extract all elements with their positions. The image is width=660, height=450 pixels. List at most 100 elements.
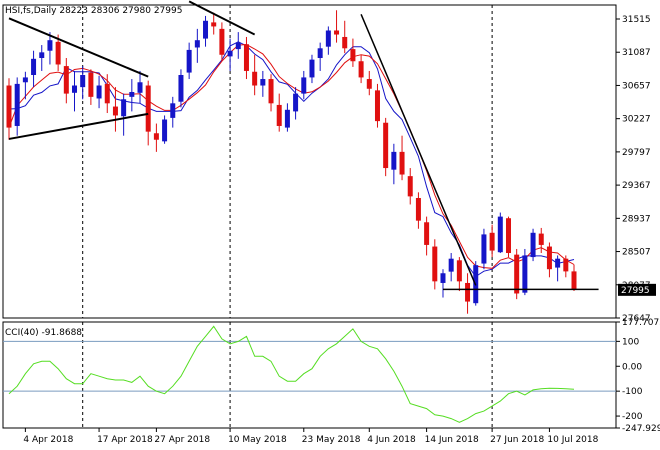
candle-body (555, 258, 561, 268)
price-tick-label: 29367 (622, 181, 651, 191)
date-tick-label: 10 May 2018 (228, 435, 287, 445)
cci-tick-label: 177.7073 (622, 318, 660, 328)
candle-body (424, 222, 430, 245)
candle-body (186, 49, 192, 73)
candle-body (88, 72, 94, 97)
candle-body (309, 59, 315, 78)
candle-body (366, 79, 372, 89)
cci-tick-label: 100 (622, 337, 639, 347)
candle-body (47, 40, 53, 51)
candle-body (522, 255, 528, 293)
price-tick-label: 29797 (622, 148, 651, 158)
candle-body (301, 77, 307, 94)
candle-body (153, 133, 159, 140)
price-tick-label: 30227 (622, 115, 651, 125)
candle-body (538, 233, 544, 245)
candle-body (22, 77, 28, 83)
candle-body (55, 41, 61, 65)
triangle-upper-trend-line (8, 17, 149, 78)
date-tick-label: 23 May 2018 (302, 435, 361, 445)
candle-body (72, 85, 78, 93)
price-tick-label: 28937 (622, 214, 651, 224)
cci-tick-label: 0.00 (622, 362, 642, 372)
candle-body (530, 232, 536, 258)
candle-body (162, 119, 168, 142)
cci-tick-label: -100 (622, 387, 643, 397)
candle-body (80, 74, 86, 88)
date-tick-label: 27 Jun 2018 (490, 435, 544, 445)
last-price-label: 27995 (621, 286, 650, 296)
candle-body (505, 218, 511, 254)
chart-title: HSI,fs,Daily 28223 28306 27980 27995 (5, 6, 182, 16)
cci-tick-label: -247.929 (622, 424, 660, 434)
candle-body (227, 50, 233, 57)
last-price-badge (618, 283, 656, 296)
candle-body (243, 44, 249, 71)
candle-body (39, 52, 45, 59)
candle-body (546, 246, 552, 270)
candle-body (235, 42, 241, 50)
candle-body (203, 20, 209, 39)
date-tick-label: 14 Jun 2018 (425, 435, 479, 445)
candle-body (456, 260, 462, 282)
candle-body (268, 79, 274, 104)
candle-body (219, 28, 225, 55)
candle-body (325, 30, 331, 47)
price-tick-label: 28507 (622, 248, 651, 258)
candle-body (6, 85, 12, 128)
candle-body (465, 282, 471, 302)
candle-body (317, 48, 323, 59)
candle-body (63, 66, 69, 94)
cci-panel-frame (2, 321, 617, 429)
cci-panel: 4 Apr 2018 17 Apr 2018 27 Apr 2018 10 May 2… (2, 318, 660, 445)
cci-line (8, 325, 575, 423)
candle-body (563, 258, 569, 272)
candle-body (260, 79, 266, 86)
candle-body (514, 254, 520, 294)
candle-body (415, 197, 421, 221)
cci-label: CCI(40) -91.8688 (5, 328, 82, 338)
candle-body (129, 91, 135, 97)
candle-body (293, 93, 299, 112)
candle-body (112, 106, 118, 116)
candle-body (178, 74, 184, 102)
resistance-trend-line (188, 0, 256, 36)
candle-body (571, 271, 577, 290)
downtrend-line (360, 14, 477, 286)
cci-tick-label: -200 (622, 412, 643, 422)
price-tick-label: 31087 (622, 48, 651, 58)
date-tick-label: 10 Jul 2018 (547, 435, 598, 445)
candle-body (448, 258, 454, 272)
candle-body (374, 90, 380, 122)
fast-average-line (8, 43, 575, 269)
candle-body (407, 176, 413, 197)
candle-body (342, 36, 348, 49)
candle-body (137, 82, 143, 93)
candle-body (252, 71, 258, 86)
price-tick-label: 31515 (622, 15, 651, 25)
candle-body (276, 104, 282, 126)
candle-body (211, 22, 217, 27)
price-tick-label: 27647 (622, 314, 651, 324)
date-tick-label: 4 Apr 2018 (23, 435, 73, 445)
price-panel: 31515 31087 30657 30227 29797 29367 28937 28507… (2, 0, 656, 324)
candle-body (481, 234, 487, 264)
price-tick-label: 30657 (622, 81, 651, 91)
candle-body (399, 151, 405, 175)
candle-body (31, 58, 37, 75)
candle-body (14, 83, 20, 126)
candle-body (383, 122, 389, 169)
slow-average-line (8, 41, 575, 278)
candle-body (96, 85, 102, 99)
candle-body (497, 216, 503, 253)
candle-body (358, 61, 364, 78)
date-tick-label: 17 Apr 2018 (97, 435, 153, 445)
candle-body (350, 49, 356, 62)
candle-body (145, 85, 151, 132)
candle-body (391, 151, 397, 170)
candle-body (170, 103, 176, 118)
candle-body (104, 83, 110, 104)
candle-body (121, 99, 127, 117)
candle-body (284, 109, 290, 128)
